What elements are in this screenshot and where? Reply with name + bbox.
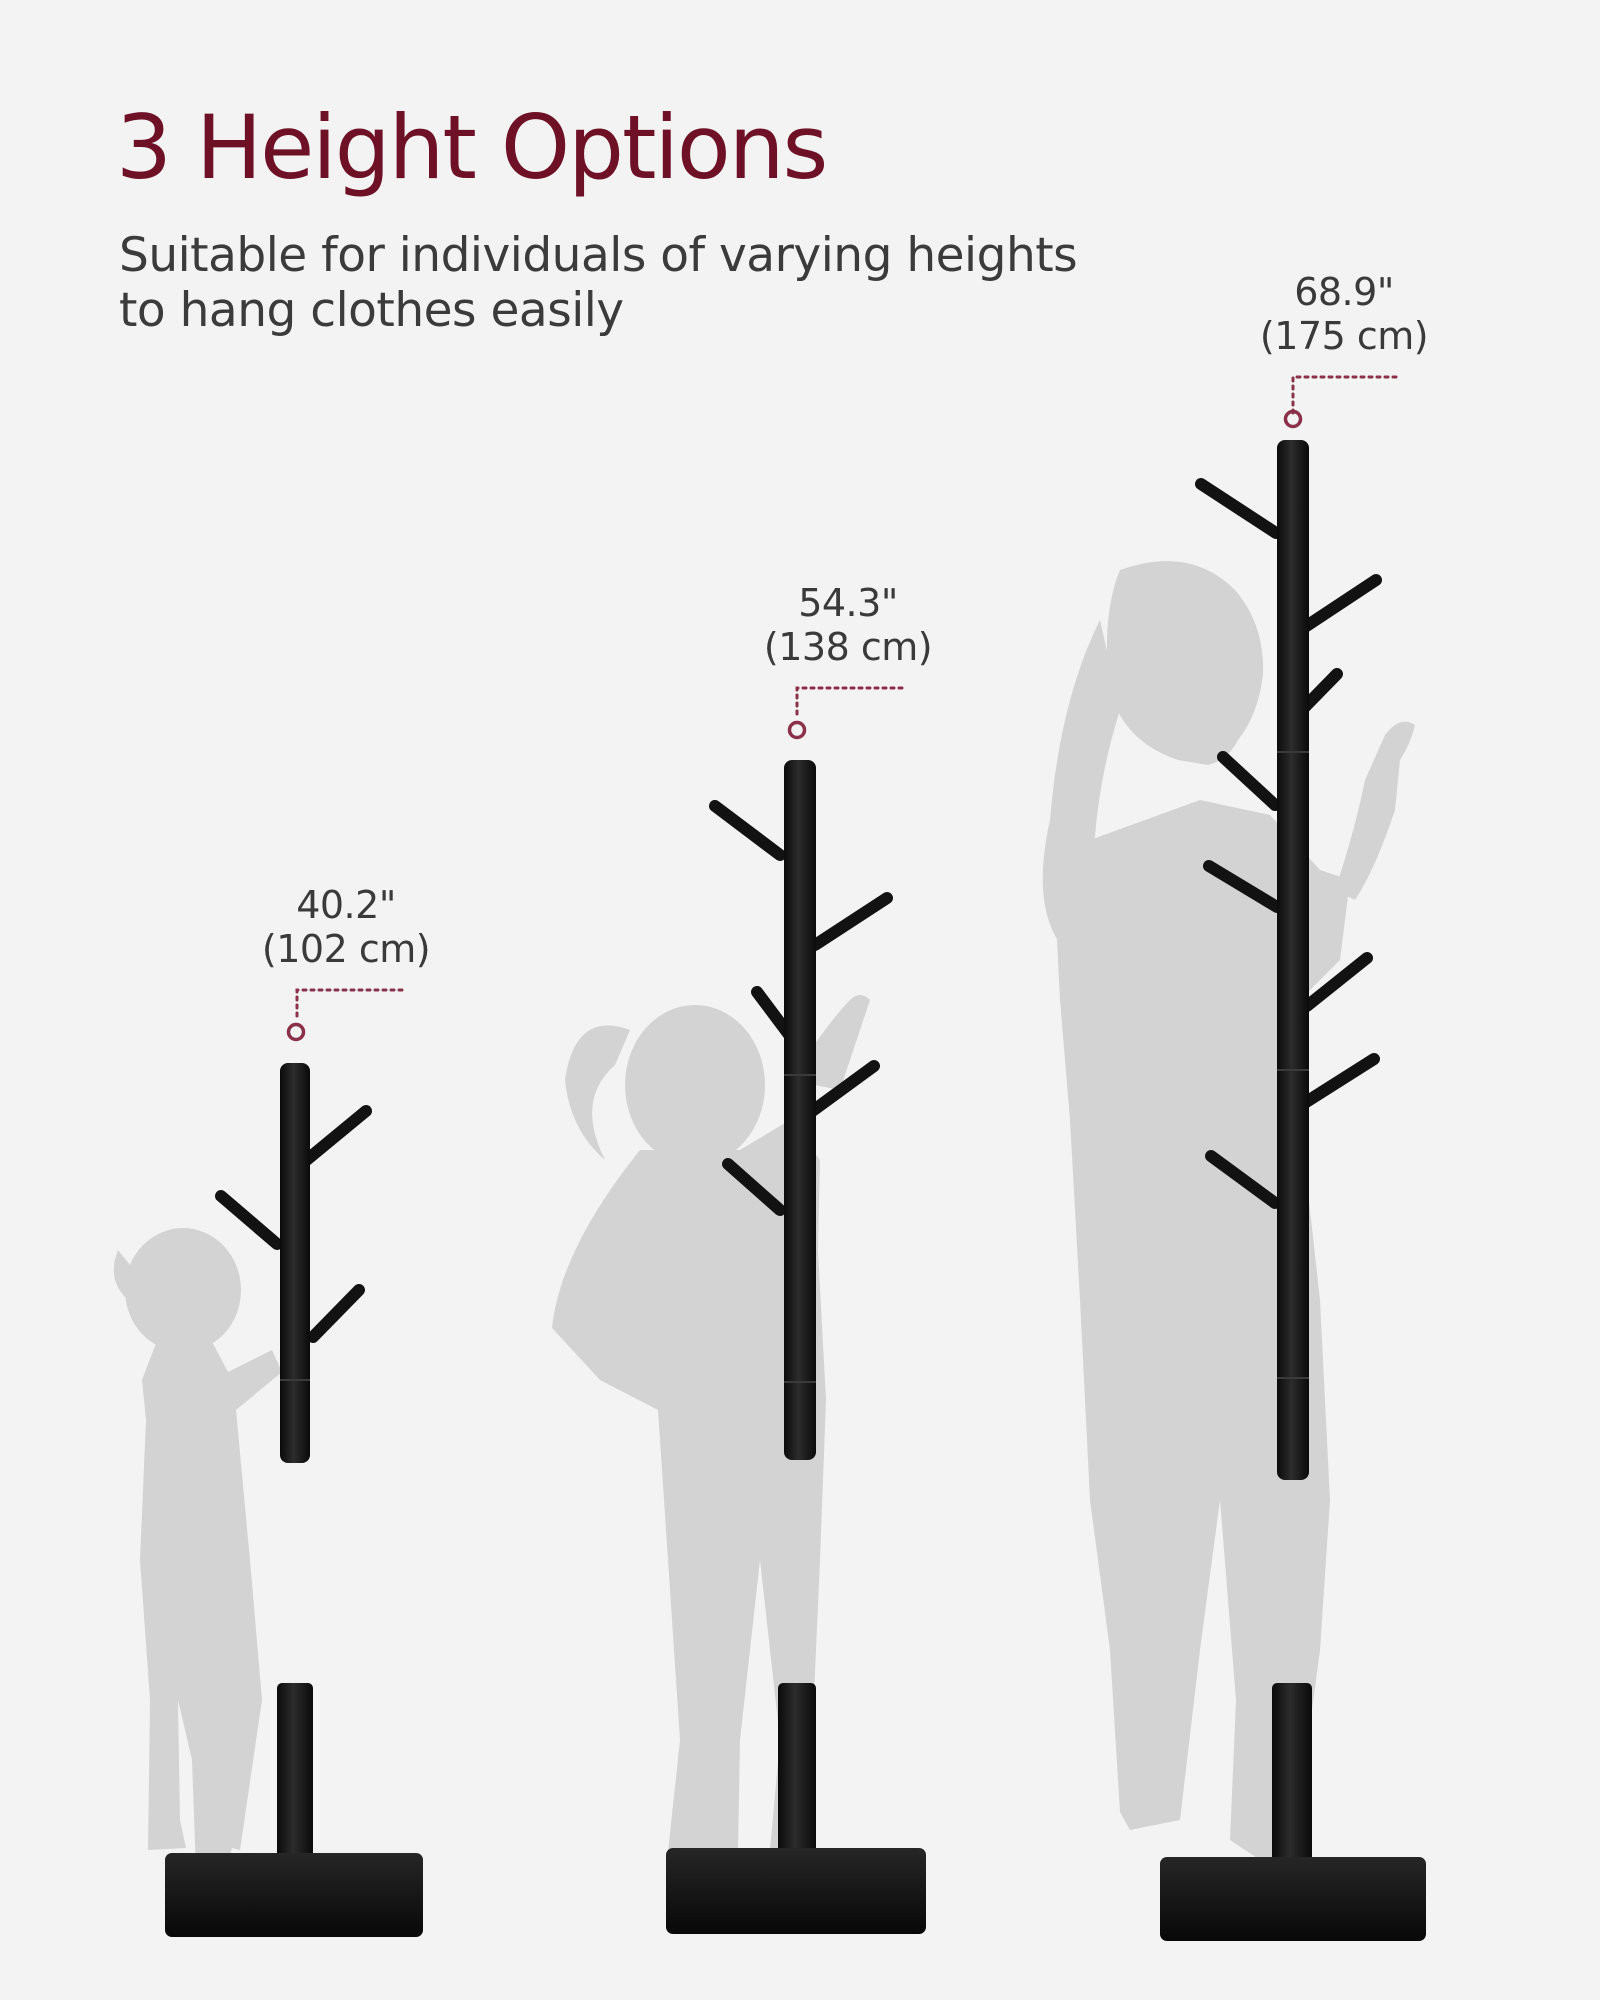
coat-rack-tall bbox=[1160, 440, 1426, 1941]
subtitle-line-2: to hang clothes easily bbox=[119, 283, 624, 338]
rack-2-pole bbox=[784, 760, 816, 1460]
rack-1-lower-pole bbox=[277, 1683, 313, 1883]
rack-2-lower-pole bbox=[778, 1683, 816, 1883]
dimension-leader-medium bbox=[795, 686, 907, 716]
girl-silhouette bbox=[552, 995, 870, 1855]
rack-1-base bbox=[165, 1853, 423, 1937]
page-subtitle: Suitable for individuals of varying heig… bbox=[119, 228, 1119, 338]
height-cm: (102 cm) bbox=[261, 927, 431, 971]
coat-rack-medium bbox=[666, 760, 926, 1934]
rack-2-hooks bbox=[709, 800, 893, 1216]
rack-3-hooks bbox=[1195, 478, 1382, 1209]
height-marker-short bbox=[286, 1022, 306, 1042]
rack-3-lower-pole bbox=[1272, 1683, 1312, 1883]
height-inches: 68.9" bbox=[1294, 270, 1394, 314]
height-inches: 54.3" bbox=[798, 581, 898, 625]
height-cm: (175 cm) bbox=[1259, 314, 1429, 358]
dimension-leader-tall bbox=[1291, 375, 1402, 415]
boy-silhouette bbox=[113, 1228, 282, 1872]
rack-1-hooks bbox=[215, 1105, 372, 1343]
height-label-tall: 68.9" (175 cm) bbox=[1254, 270, 1434, 358]
rack-2-base bbox=[666, 1848, 926, 1934]
height-label-short: 40.2" (102 cm) bbox=[256, 883, 436, 971]
height-cm: (138 cm) bbox=[763, 625, 933, 669]
woman-silhouette bbox=[1042, 561, 1415, 1860]
rack-3-pole bbox=[1277, 440, 1309, 1480]
rack-1-pole bbox=[280, 1063, 310, 1463]
rack-3-base bbox=[1160, 1857, 1426, 1941]
coat-rack-short bbox=[165, 1063, 423, 1937]
height-label-medium: 54.3" (138 cm) bbox=[758, 581, 938, 669]
height-marker-medium bbox=[787, 720, 807, 740]
dimension-leader-short bbox=[295, 988, 407, 1018]
height-marker-tall bbox=[1283, 409, 1303, 429]
subtitle-line-1: Suitable for individuals of varying heig… bbox=[119, 228, 1078, 283]
page-title: 3 Height Options bbox=[116, 96, 828, 199]
height-inches: 40.2" bbox=[296, 883, 396, 927]
